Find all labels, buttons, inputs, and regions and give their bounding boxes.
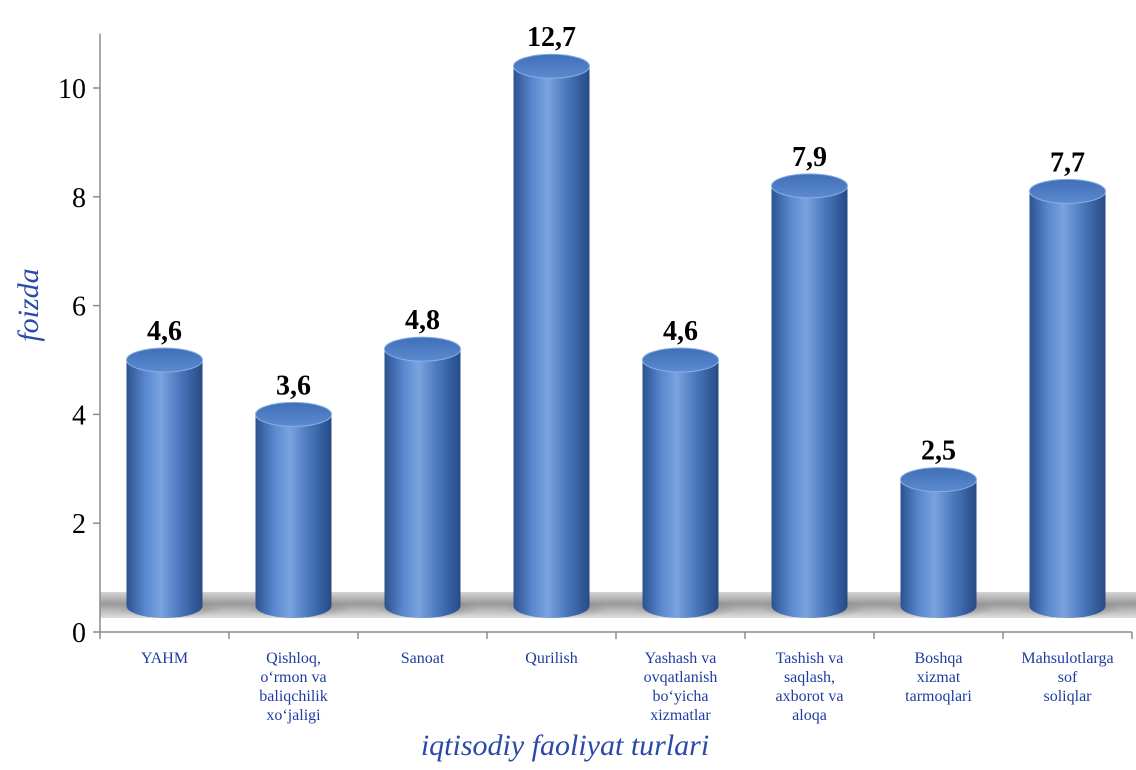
data-label: 7,9 [792,142,827,173]
bar-cap [513,53,590,79]
bar [887,467,998,618]
bar-body [642,360,719,618]
bar [758,173,869,619]
y-tick-label: 2 [72,509,86,540]
data-labels: 4,6 3,6 4,8 12,7 4,6 7,9 2,5 7,7 [147,22,1085,466]
x-tick-label: Qurilish [525,650,577,667]
bar-body [384,349,461,618]
x-axis-title: iqtisodiy faoliyat turlari [421,729,709,762]
y-axis-title: foizda [12,268,45,341]
data-label: 3,6 [276,370,311,401]
x-tick-label: Qishloq, o‘rmon va baliqchilik xo‘jaligi [259,650,327,724]
x-tick-label: YAHM [141,650,188,667]
bar-body [771,185,848,619]
data-label: 4,6 [147,316,182,347]
bars [113,53,1127,619]
bar-body [900,479,977,618]
bar [1016,178,1127,619]
bar [629,347,740,618]
data-label: 12,7 [527,22,576,53]
x-tick-label: Yashash va ovqatlanish bo‘yicha xizmatlar [644,650,718,724]
y-tick-label: 8 [72,183,86,214]
x-tick-label: Mahsulotlarga sof soliqlar [1021,650,1113,705]
data-label: 4,6 [663,316,698,347]
bar-body [126,360,203,618]
bar-cap [642,347,719,373]
bar-cap [771,173,848,199]
x-tick-label: Sanoat [401,650,445,667]
data-label: 4,8 [405,305,440,336]
bar-cap [384,336,461,362]
bar-cap [126,347,203,373]
bar-cap [1029,178,1106,204]
axes: 0 2 4 6 8 10 [58,33,1133,649]
bar [242,401,353,618]
bar-body [513,66,590,619]
x-tick-label: Boshqa xizmat tarmoqlari [905,650,972,705]
y-tick-label: 6 [72,292,86,323]
bar-body [255,414,332,618]
y-tick-label: 4 [72,400,86,431]
category-labels: YAHM Qishloq, o‘rmon va baliqchilik xo‘jalig… [141,650,1114,724]
data-label: 7,7 [1050,147,1085,178]
y-tick-label: 0 [72,618,86,649]
bar [371,336,482,618]
bar [500,53,611,619]
data-label: 2,5 [921,436,956,467]
y-tick-label: 10 [58,74,86,105]
bar-cap [900,467,977,493]
x-tick-label: Tashish va saqlash, axborot va aloqa [776,650,844,724]
bar [113,347,224,618]
bar-body [1029,191,1106,619]
bar-cap [255,401,332,427]
